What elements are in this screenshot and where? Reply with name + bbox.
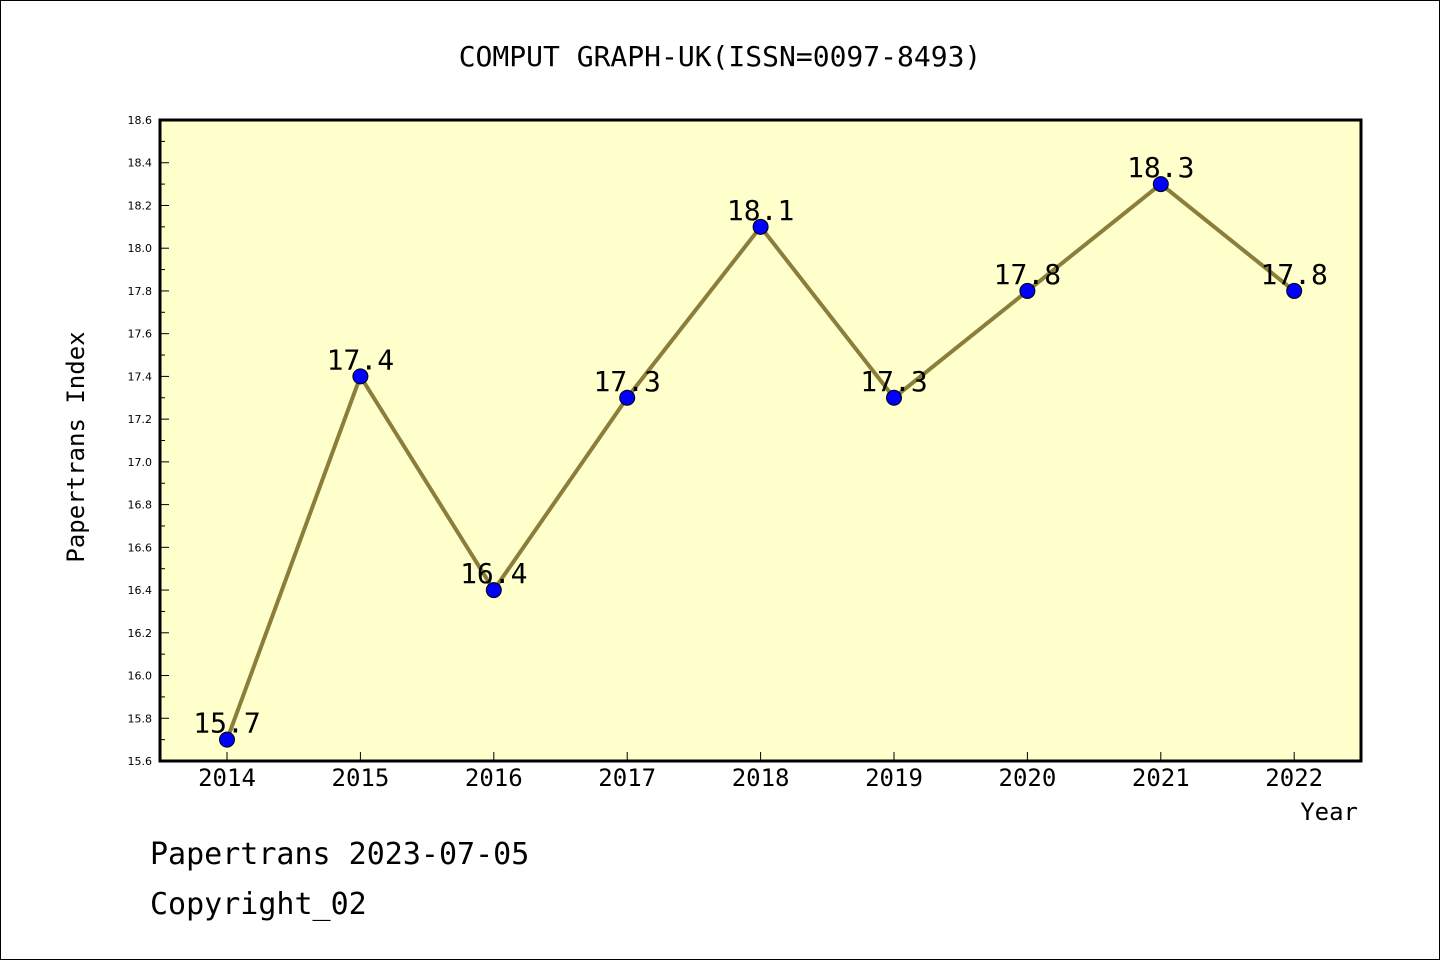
x-tick-label: 2019: [865, 764, 923, 792]
y-tick-label: 17.4: [128, 370, 153, 383]
data-point: [1286, 282, 1303, 299]
x-tick-label: 2015: [332, 764, 390, 792]
y-tick-label: 18.6: [128, 114, 153, 127]
data-markers: [219, 176, 1303, 748]
x-axis-label: Year: [1300, 798, 1358, 826]
y-tick-label: 17.6: [128, 328, 153, 341]
data-labels: 15.717.416.417.318.117.317.818.317.8: [193, 151, 1328, 740]
x-tick-label: 2014: [198, 764, 256, 792]
chart-title: COMPUT GRAPH-UK(ISSN=0097-8493): [459, 40, 982, 73]
data-point: [1019, 282, 1036, 299]
x-axis-ticks: 2014 2015 2016 2017 2018 2019 2020 2021 2022: [198, 752, 1323, 792]
x-tick-label: 2021: [1132, 764, 1190, 792]
y-tick-label: 18.0: [128, 242, 153, 255]
y-tick-label: 16.6: [128, 541, 153, 554]
footer-date: Papertrans 2023-07-05: [150, 837, 529, 872]
y-tick-label: 17.2: [128, 413, 153, 426]
y-tick-label: 16.2: [128, 627, 153, 640]
data-point: [886, 389, 902, 406]
x-tick-label: 2020: [999, 764, 1057, 792]
data-point: [219, 731, 235, 748]
data-point: [485, 582, 502, 599]
footer-copyright: Copyright_02: [150, 887, 367, 922]
y-tick-label: 16.4: [128, 584, 153, 597]
x-tick-label: 2022: [1265, 764, 1323, 792]
data-point: [352, 368, 369, 385]
y-axis-ticks: 15.6 15.8 16.0 16.2 16.4 16.6 16.8 17.0 17.2 17.4…: [128, 114, 169, 768]
y-tick-label: 18.2: [128, 199, 153, 212]
y-tick-label: 16.8: [128, 499, 153, 512]
y-tick-label: 15.8: [128, 712, 153, 725]
y-tick-label: 15.6: [128, 755, 153, 768]
x-tick-label: 2018: [732, 764, 790, 792]
x-tick-label: 2017: [598, 764, 656, 792]
y-tick-label: 17.0: [128, 456, 153, 469]
data-point: [619, 389, 636, 406]
data-point: [752, 218, 769, 235]
plot-border: [158, 118, 1363, 763]
x-tick-label: 2016: [465, 764, 523, 792]
y-tick-label: 18.4: [128, 157, 153, 170]
y-tick-label: 17.8: [128, 285, 153, 298]
y-tick-label: 16.0: [128, 670, 153, 683]
y-axis-label: Papertrans Index: [62, 331, 90, 562]
data-point: [1152, 176, 1169, 193]
